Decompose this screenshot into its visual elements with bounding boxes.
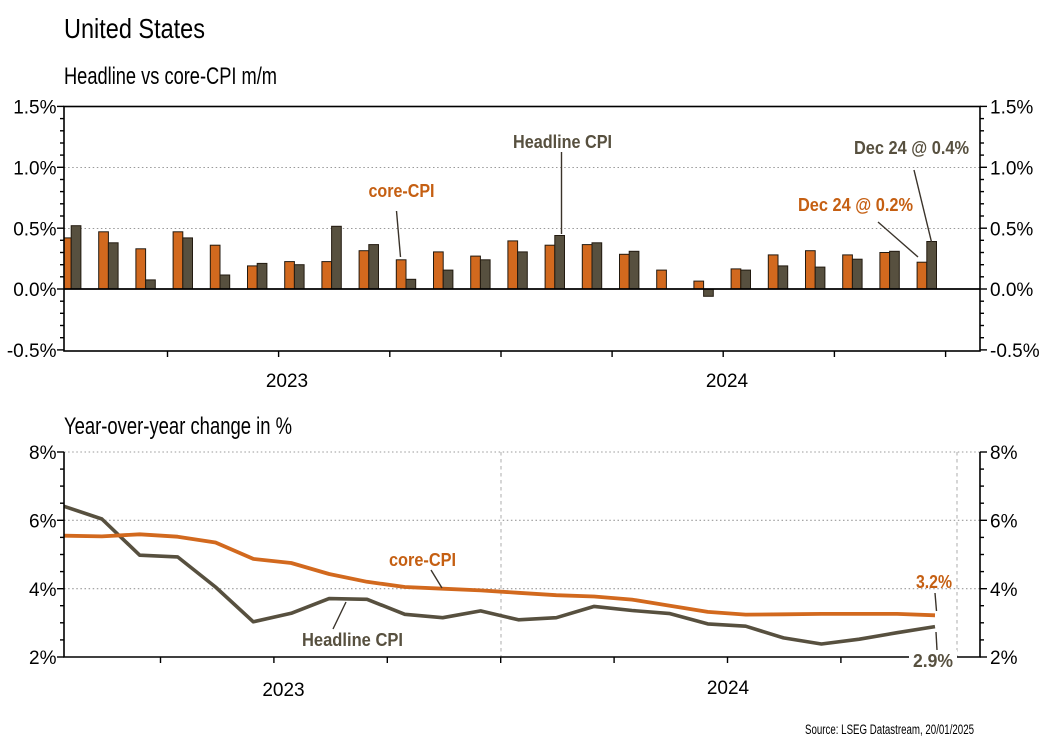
svg-text:1.0%: 1.0% [990,159,1033,180]
svg-text:core-CPI: core-CPI [369,181,435,201]
svg-text:0.0%: 0.0% [990,280,1033,301]
svg-text:6%: 6% [990,512,1018,533]
svg-text:Dec 24 @ 0.2%: Dec 24 @ 0.2% [798,195,913,215]
svg-text:8%: 8% [990,443,1018,464]
svg-text:1.5%: 1.5% [13,98,56,119]
svg-text:2.9%: 2.9% [913,651,953,671]
svg-text:core-CPI: core-CPI [389,550,456,570]
svg-text:Year-over-year change in %: Year-over-year change in % [64,413,292,440]
svg-text:1.0%: 1.0% [13,159,56,180]
svg-text:2%: 2% [29,648,57,669]
svg-text:United States: United States [64,13,205,44]
svg-text:0.5%: 0.5% [990,219,1033,240]
svg-text:Headline CPI: Headline CPI [302,630,403,650]
svg-text:2023: 2023 [262,680,304,701]
svg-text:4%: 4% [29,580,57,601]
svg-text:-0.5%: -0.5% [7,341,57,362]
svg-text:2%: 2% [990,648,1018,669]
svg-text:2023: 2023 [266,371,308,392]
svg-text:2024: 2024 [707,678,750,699]
svg-text:3.2%: 3.2% [916,572,952,592]
svg-text:4%: 4% [990,580,1018,601]
svg-text:Headline CPI: Headline CPI [513,132,612,152]
svg-text:0.5%: 0.5% [13,219,56,240]
svg-text:Headline vs core-CPI m/m: Headline vs core-CPI m/m [64,63,277,90]
svg-text:Dec 24 @ 0.4%: Dec 24 @ 0.4% [854,138,969,158]
svg-text:0.0%: 0.0% [13,280,56,301]
svg-text:8%: 8% [29,443,57,464]
svg-text:1.5%: 1.5% [990,98,1033,119]
svg-text:6%: 6% [29,512,57,533]
svg-text:2024: 2024 [706,371,749,392]
svg-text:-0.5%: -0.5% [990,341,1040,362]
svg-text:Source: LSEG Datastream, 20/01: Source: LSEG Datastream, 20/01/2025 [805,722,974,737]
